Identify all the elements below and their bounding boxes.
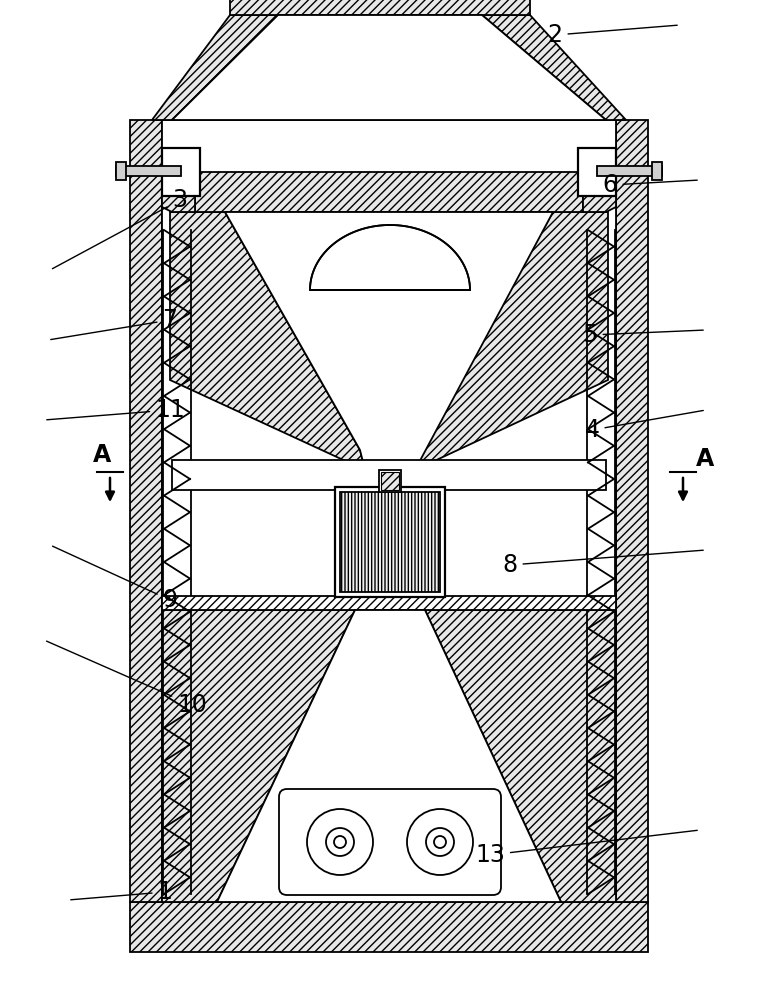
Text: 7: 7 [51,308,177,340]
Text: 9: 9 [52,546,177,612]
Text: A: A [93,443,111,467]
Polygon shape [172,15,606,120]
Polygon shape [225,212,553,495]
Bar [130,120,162,902]
Text: 8: 8 [503,550,703,577]
Circle shape [426,828,454,856]
Bar [379,470,401,492]
Bar [195,172,583,212]
Bar [340,492,440,592]
Text: A: A [696,447,714,471]
Polygon shape [170,212,365,470]
Text: 1: 1 [70,880,172,904]
Polygon shape [162,610,355,902]
Circle shape [434,836,446,848]
Bar [652,162,662,180]
Text: 10: 10 [46,641,207,717]
Bar [230,0,530,15]
Bar [116,166,181,176]
FancyBboxPatch shape [279,789,501,895]
Text: 2: 2 [547,23,677,47]
Circle shape [307,809,373,875]
Text: 11: 11 [47,398,185,422]
Polygon shape [152,15,278,120]
Bar [162,148,200,196]
Bar [162,596,616,610]
Text: 13: 13 [475,830,697,867]
Polygon shape [310,225,470,290]
Circle shape [326,828,354,856]
Bar [335,487,445,597]
Polygon shape [217,610,561,902]
Text: 6: 6 [603,173,697,197]
Circle shape [334,836,346,848]
Polygon shape [482,15,626,120]
Circle shape [407,809,473,875]
Bar [381,472,399,490]
Bar [162,120,616,902]
Text: 5: 5 [582,323,703,347]
Bar [616,120,648,902]
Bar [578,148,616,196]
Text: 3: 3 [52,188,187,269]
Bar [130,902,648,952]
Polygon shape [583,172,616,212]
Bar [172,460,606,490]
Bar [597,166,662,176]
Bar [116,162,126,180]
Polygon shape [415,212,608,470]
Text: 4: 4 [584,410,703,442]
Polygon shape [162,172,195,212]
Polygon shape [425,610,616,902]
